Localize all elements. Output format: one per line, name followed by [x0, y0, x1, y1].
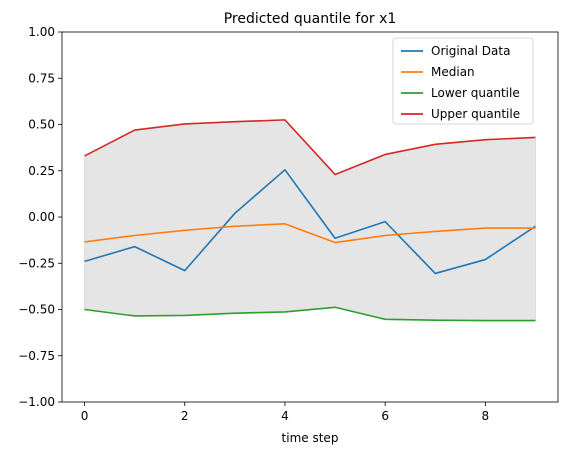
series-line-3	[84, 119, 536, 176]
y-tick-label: 0.75	[28, 71, 55, 85]
series-line-1	[84, 223, 536, 244]
legend-label-2: Lower quantile	[431, 86, 520, 100]
plot-area: 0 2 4 6 8 −1.00 −0.75 −0.50 −0.25 0.00 0.25 0.50 0.7…	[18, 25, 559, 423]
y-tick-label: 0.25	[28, 164, 55, 178]
series-line-2	[84, 306, 536, 322]
quantile-band	[84, 119, 536, 321]
y-tick-label: 0.00	[28, 210, 55, 224]
y-tick-label: −1.00	[18, 395, 55, 409]
y-tick-label: 1.00	[28, 25, 55, 39]
x-tick-label: 2	[181, 409, 189, 423]
x-tick-label: 4	[281, 409, 289, 423]
legend-label-0: Original Data	[431, 44, 510, 58]
y-tick-label: −0.75	[18, 349, 55, 363]
legend-label-3: Upper quantile	[431, 107, 520, 121]
series-line-0	[84, 169, 536, 275]
x-axis-label: time step	[282, 431, 339, 445]
x-tick-label: 0	[81, 409, 89, 423]
legend: Original Data Median Lower quantile Upper q…	[392, 37, 534, 125]
y-tick-label: −0.25	[18, 256, 55, 270]
x-tick-label: 6	[381, 409, 389, 423]
x-tick-label: 8	[482, 409, 490, 423]
y-tick-label: 0.50	[28, 118, 55, 132]
legend-label-1: Median	[431, 65, 475, 79]
legend-box	[392, 37, 534, 125]
chart-title: Predicted quantile for x1	[224, 11, 397, 27]
y-tick-label: −0.50	[18, 303, 55, 317]
